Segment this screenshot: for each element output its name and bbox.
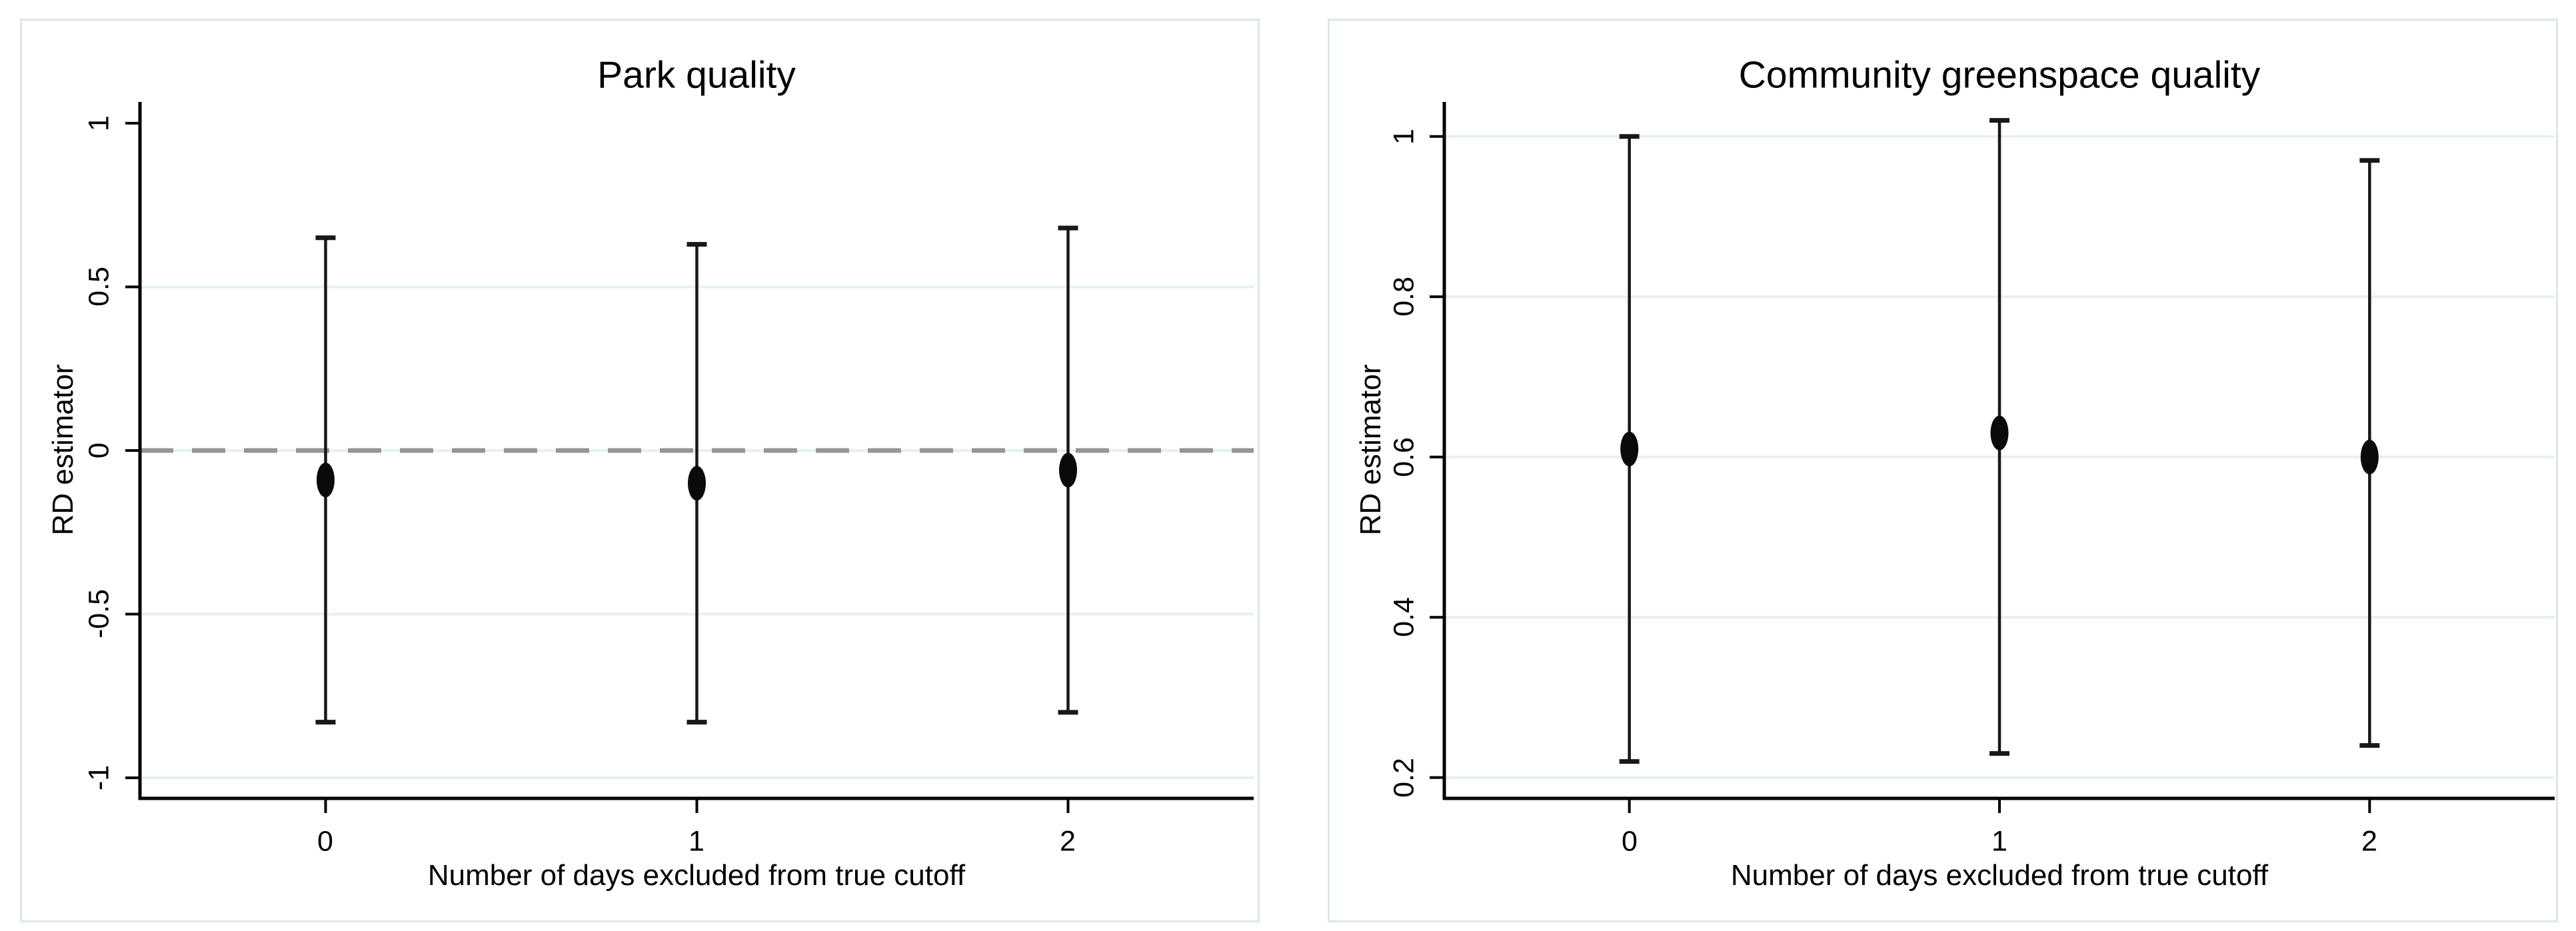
- panel-community-greenspace-quality: Community greenspace quality RD estimato…: [1328, 19, 2558, 922]
- y-tick-label: -1: [83, 764, 115, 791]
- x-axis-title: Number of days excluded from true cutoff: [427, 859, 966, 892]
- point-marker: [1059, 453, 1077, 488]
- y-tick-label: 0.8: [1388, 277, 1420, 317]
- point-marker: [1620, 431, 1639, 466]
- chart-canvas-community-greenspace: [1430, 102, 2555, 813]
- x-tick-label: 2: [1060, 825, 1076, 858]
- y-tick-label: 1: [83, 115, 115, 131]
- y-tick-label: 1: [1388, 129, 1420, 145]
- x-axis-title: Number of days excluded from true cutoff: [1730, 859, 2269, 892]
- x-tick-label: 2: [2361, 825, 2377, 858]
- x-tick-label: 1: [1991, 825, 2007, 858]
- panel-park-quality: Park quality RD estimator 1 0.5 0 -0.5 -…: [20, 19, 1260, 922]
- chart-title: Community greenspace quality: [1738, 53, 2261, 97]
- x-tick-label: 0: [317, 825, 333, 858]
- y-tick-label: 0: [83, 443, 115, 459]
- point-marker: [2360, 439, 2379, 474]
- y-tick-label: -0.5: [83, 588, 115, 639]
- y-axis-title: RD estimator: [47, 364, 79, 536]
- point-marker: [688, 466, 706, 501]
- y-axis-title: RD estimator: [1354, 364, 1387, 536]
- point-marker: [1990, 415, 2009, 451]
- y-tick-label: 0.6: [1388, 437, 1420, 477]
- x-tick-label: 1: [688, 825, 704, 858]
- y-tick-label: 0.5: [83, 267, 115, 307]
- x-tick-label: 0: [1622, 825, 1638, 858]
- chart-title: Park quality: [597, 53, 796, 97]
- chart-canvas-park-quality: [125, 102, 1254, 813]
- y-tick-label: 0.2: [1388, 758, 1420, 798]
- point-marker: [317, 463, 335, 498]
- y-tick-label: 0.4: [1388, 597, 1420, 637]
